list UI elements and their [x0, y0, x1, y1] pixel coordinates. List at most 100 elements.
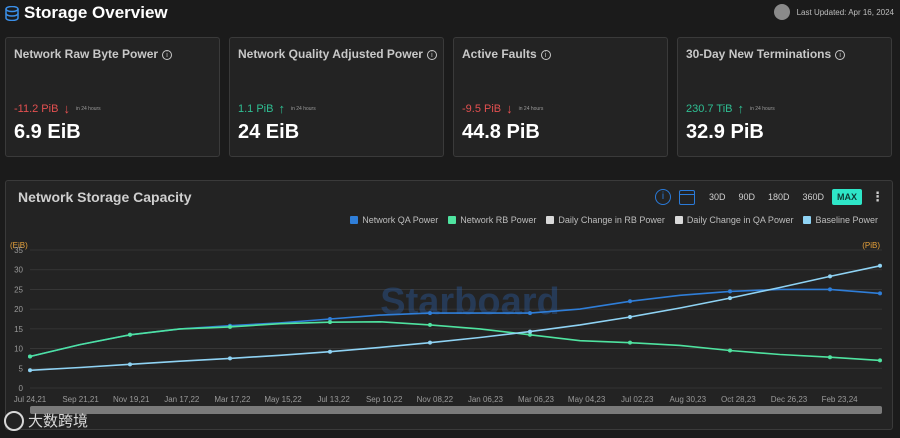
y-axis-ticks: 0 5 10 15 20 25 30 35 — [14, 246, 23, 393]
stat-card-new-terminations: 30-Day New Terminations i 230.7 TiB ↑ in 24… — [677, 37, 892, 157]
data-point[interactable] — [878, 358, 882, 363]
clock-icon — [774, 4, 790, 20]
range-button-180d[interactable]: 180D — [767, 192, 790, 202]
arrow-up-icon: ↑ — [278, 101, 285, 116]
y-tick-label: 30 — [14, 266, 23, 275]
data-point[interactable] — [328, 317, 332, 321]
y-tick-label: 10 — [14, 345, 23, 354]
series-line — [29, 320, 881, 362]
arrow-up-icon: ↑ — [737, 101, 744, 116]
x-tick-label: Mar 17,22 — [214, 395, 251, 404]
range-button-30d[interactable]: 30D — [708, 192, 726, 202]
card-title: Network Quality Adjusted Power — [238, 47, 423, 61]
brand-logo-icon — [4, 410, 24, 431]
legend-item[interactable]: Network QA Power — [350, 215, 438, 225]
data-point[interactable] — [828, 355, 832, 360]
data-point[interactable] — [728, 348, 732, 353]
data-point[interactable] — [878, 291, 882, 296]
card-title: Network Raw Byte Power — [14, 47, 159, 61]
card-change: -11.2 PiB — [14, 102, 59, 115]
data-point[interactable] — [428, 322, 432, 327]
stat-card-raw-byte-power: Network Raw Byte Power i -11.2 PiB ↓ in 24 … — [5, 37, 220, 157]
info-icon[interactable]: i — [426, 50, 437, 60]
x-tick-label: Jul 24,21 — [14, 395, 47, 404]
chart-title: Network Storage Capacity — [18, 189, 192, 205]
data-point[interactable] — [328, 349, 332, 354]
data-point[interactable] — [728, 296, 732, 301]
data-point[interactable] — [878, 263, 882, 268]
y-tick-label: 15 — [14, 325, 23, 334]
data-point[interactable] — [28, 354, 32, 359]
data-point[interactable] — [728, 289, 732, 294]
info-icon[interactable]: i — [540, 50, 551, 60]
legend-label: Network RB Power — [460, 215, 537, 225]
info-icon[interactable]: i — [835, 50, 846, 60]
data-point[interactable] — [628, 299, 632, 304]
legend-item[interactable]: Daily Change in QA Power — [674, 215, 793, 225]
y-tick-label: 35 — [14, 246, 23, 255]
data-point[interactable] — [528, 329, 532, 334]
more-options-icon[interactable]: ⋮ — [871, 189, 884, 204]
x-tick-label: Nov 19,21 — [113, 395, 150, 404]
chart-grid — [30, 249, 882, 389]
x-tick-label: Oct 28,23 — [721, 395, 756, 404]
y-tick-label: 25 — [14, 285, 23, 294]
stat-card-qa-power: Network Quality Adjusted Power i 1.1 PiB ↑… — [229, 37, 444, 157]
data-point[interactable] — [128, 362, 132, 367]
x-tick-label: Sep 21,21 — [62, 395, 99, 404]
legend-label: Daily Change in RB Power — [558, 215, 665, 225]
footer-watermark: 大数跨境 — [4, 410, 88, 431]
stat-card-active-faults: Active Faults i -9.5 PiB ↓ in 24 hours 44.8… — [453, 37, 668, 157]
card-value: 44.8 PiB — [462, 121, 540, 143]
data-point[interactable] — [28, 368, 32, 373]
arrow-down-icon: ↓ — [506, 101, 513, 116]
data-point[interactable] — [828, 274, 832, 279]
x-tick-label: Jan 17,22 — [164, 395, 200, 404]
y-axis-right-unit: (PiB) — [862, 241, 880, 250]
data-point[interactable] — [828, 287, 832, 292]
legend-swatch — [546, 216, 555, 224]
legend-item[interactable]: Baseline Power — [803, 215, 878, 225]
info-icon[interactable]: i — [162, 50, 173, 60]
data-point[interactable] — [228, 324, 232, 329]
card-title: Active Faults — [462, 47, 537, 61]
card-period: in 24 hours — [518, 105, 544, 112]
x-tick-label: May 04,23 — [568, 395, 606, 404]
y-tick-label: 20 — [14, 305, 23, 314]
data-point[interactable] — [328, 320, 332, 325]
data-point[interactable] — [628, 340, 632, 345]
x-tick-label: Nov 08,22 — [417, 395, 454, 404]
card-change: 230.7 TiB — [686, 102, 733, 115]
range-scrollbar[interactable] — [30, 406, 882, 414]
card-title: 30-Day New Terminations — [686, 47, 832, 61]
chart-lines — [28, 263, 882, 373]
legend-swatch — [350, 216, 359, 224]
info-icon[interactable]: i — [654, 189, 671, 205]
legend-item[interactable]: Daily Change in RB Power — [546, 215, 665, 225]
card-change: -9.5 PiB — [462, 102, 502, 115]
x-tick-label: Mar 06,23 — [518, 395, 555, 404]
page-header: Storage Overview Last Updated: Apr 16, 2… — [0, 0, 900, 28]
data-point[interactable] — [228, 356, 232, 361]
x-tick-label: May 15,22 — [264, 395, 302, 404]
x-tick-label: Feb 23,24 — [822, 395, 859, 404]
range-button-90d[interactable]: 90D — [738, 192, 755, 202]
last-updated-text: Last Updated: Apr 16, 2024 — [796, 8, 894, 17]
data-point[interactable] — [428, 311, 432, 316]
data-point[interactable] — [528, 332, 532, 337]
y-tick-label: 5 — [19, 364, 24, 373]
x-tick-label: Aug 30,23 — [670, 395, 707, 404]
range-button-360d[interactable]: 360D — [802, 192, 824, 202]
data-point[interactable] — [128, 332, 132, 337]
range-button-max[interactable]: MAX — [832, 189, 862, 205]
legend-label: Baseline Power — [815, 215, 878, 225]
calendar-icon[interactable] — [678, 189, 695, 205]
x-tick-label: Sep 10,22 — [366, 395, 403, 404]
range-selector: i 30D 90D 180D 360D MAX ⋮ — [654, 189, 884, 205]
page-title: Storage Overview — [24, 3, 168, 22]
legend-swatch — [448, 216, 457, 224]
data-point[interactable] — [428, 340, 432, 345]
legend-item[interactable]: Network RB Power — [448, 215, 536, 225]
data-point[interactable] — [628, 315, 632, 320]
data-point[interactable] — [528, 311, 532, 316]
